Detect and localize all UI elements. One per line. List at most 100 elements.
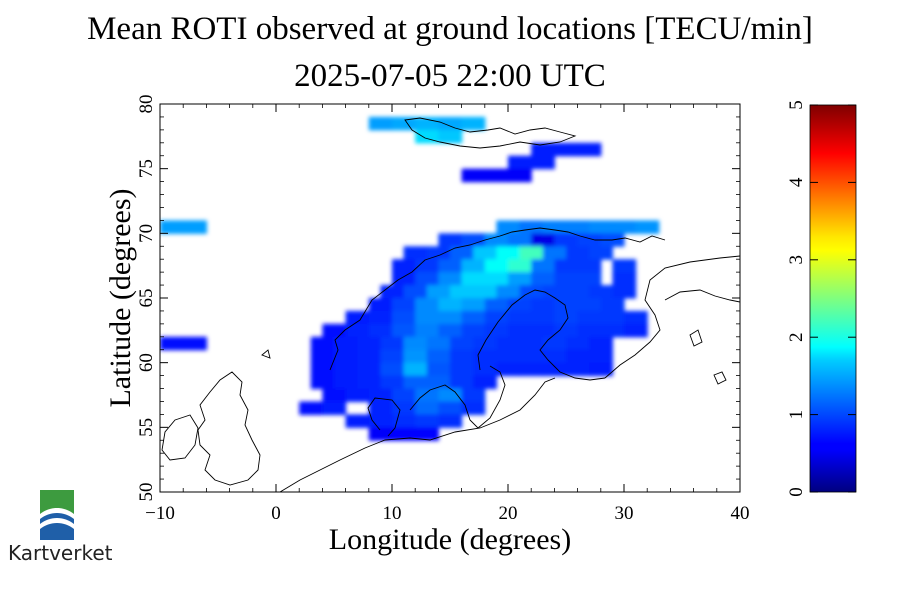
- heatmap-cell: [473, 362, 497, 377]
- heatmap-cell: [310, 349, 335, 364]
- kartverket-logo-icon: [40, 490, 74, 540]
- heatmap-cell: [438, 129, 463, 144]
- heatmap-cell: [380, 362, 405, 377]
- heatmap-cell: [461, 323, 486, 338]
- heatmap-cell: [589, 220, 613, 234]
- heatmap-cell: [577, 323, 602, 338]
- heatmap-cell: [461, 116, 486, 131]
- heatmap-cell: [357, 349, 381, 364]
- x-tick-label: 30: [615, 503, 634, 524]
- heatmap-cell: [322, 401, 347, 415]
- coastline-finland-east: [604, 255, 740, 379]
- heatmap-cell: [531, 272, 555, 286]
- heatmap-cell: [380, 349, 405, 364]
- heatmap-cell: [461, 272, 486, 286]
- heatmap-cell: [461, 298, 486, 312]
- heatmap-cell: [392, 272, 416, 286]
- heatmap-cell: [334, 362, 358, 377]
- heatmap-cell: [531, 155, 555, 170]
- heatmap-cell: [554, 310, 579, 325]
- heatmap-cell: [496, 220, 521, 234]
- heatmap-cell: [531, 142, 555, 157]
- coastline-kola: [664, 289, 740, 303]
- heatmap-cell: [183, 336, 207, 351]
- coastline-norway-sweden: [329, 227, 666, 371]
- heatmap-cell: [438, 401, 463, 415]
- colorbar-frame: [809, 104, 857, 493]
- heatmap-cell: [496, 362, 521, 377]
- heatmap-cell: [566, 285, 590, 299]
- heatmap-cell: [426, 336, 451, 351]
- heatmap-cell: [473, 285, 497, 299]
- heatmap-cell: [345, 388, 370, 402]
- x-tick-label: −10: [145, 503, 175, 524]
- x-tick-label: 40: [731, 503, 750, 524]
- coastline-svalbard: [404, 117, 577, 149]
- heatmap-cell: [415, 427, 439, 441]
- heatmap-cell: [299, 401, 323, 415]
- heatmap-cell: [450, 336, 474, 351]
- heatmap-cell: [415, 401, 439, 415]
- heatmap-cell: [461, 388, 486, 402]
- heatmap-cell: [519, 336, 544, 351]
- logo-wordmark: Kartverket: [8, 541, 113, 565]
- heatmap-cell: [461, 168, 486, 183]
- heatmap-cell: [368, 414, 393, 428]
- kartverket-logo: Kartverket: [8, 490, 113, 565]
- heatmap-cell: [392, 388, 416, 402]
- heatmap-cell: [438, 298, 463, 312]
- heatmap-cell: [473, 246, 497, 260]
- y-tick-label: 70: [136, 224, 157, 243]
- heatmap-cell: [531, 310, 555, 325]
- coastline-british-isles: [197, 371, 261, 486]
- colorbar-tick-label: 1: [786, 410, 807, 420]
- heatmap-cell: [403, 336, 428, 351]
- heatmap-cell: [368, 116, 393, 131]
- heatmap-cell: [531, 259, 555, 273]
- heatmap-cell: [473, 349, 497, 364]
- heatmap-cell: [450, 375, 474, 390]
- heatmap-cell: [496, 246, 521, 260]
- heatmap-cell: [334, 375, 358, 390]
- heatmap-cell: [310, 362, 335, 377]
- plot-area: −10 0 10 20 30 40 50 55 60 65 70 75 80: [136, 95, 750, 525]
- heatmap-cell: [415, 388, 439, 402]
- heatmap-cell: [345, 310, 370, 325]
- heatmap-cell: [461, 401, 486, 415]
- heatmap-cell: [484, 233, 509, 247]
- heatmap-cell: [415, 323, 439, 338]
- heatmap-cell: [345, 414, 370, 428]
- x-tick-label: 0: [271, 503, 281, 524]
- heatmap-cell: [368, 323, 393, 338]
- heatmap-cell: [577, 272, 602, 286]
- heatmap-cell: [438, 323, 463, 338]
- y-tick-label: 80: [136, 95, 157, 114]
- heatmap-cell: [589, 362, 613, 377]
- heatmap-cell: [160, 220, 184, 234]
- colorbar-tick-label: 2: [786, 332, 807, 342]
- coastline-denmark: [367, 397, 401, 437]
- heatmap-cell: [438, 233, 463, 247]
- y-tick-label: 60: [136, 353, 157, 372]
- x-tick-label: 20: [499, 503, 518, 524]
- heatmap-cell: [450, 246, 474, 260]
- heatmap-cell: [334, 336, 358, 351]
- heatmap-cell: [566, 362, 590, 377]
- heatmap-cell: [403, 246, 428, 260]
- heatmap-cell: [519, 220, 544, 234]
- heatmap-cell: [415, 116, 439, 131]
- heatmap-cell: [438, 116, 463, 131]
- y-tick-label: 55: [136, 418, 157, 437]
- heatmap-cell: [554, 142, 579, 157]
- heatmap-cell: [380, 336, 405, 351]
- y-tick-label: 65: [136, 289, 157, 308]
- heatmap-cell: [508, 298, 532, 312]
- x-axis-label: Longitude (degrees): [329, 523, 571, 556]
- heatmap-cell: [589, 349, 613, 364]
- y-axis: 50 55 60 65 70 75 80: [136, 95, 740, 502]
- chart-title: Mean ROTI observed at ground locations […: [87, 11, 813, 47]
- chart-subtitle: 2025-07-05 22:00 UTC: [294, 58, 606, 94]
- heatmap-cell: [600, 298, 625, 312]
- heatmap-cell: [403, 375, 428, 390]
- heatmap-cell: [322, 388, 347, 402]
